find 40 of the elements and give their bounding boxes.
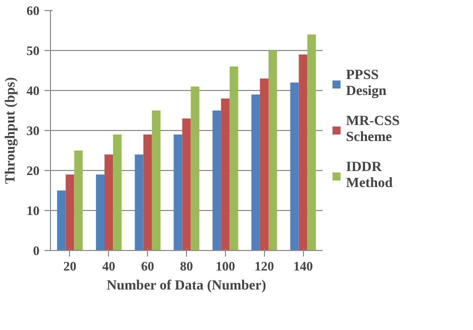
bar — [298, 54, 308, 250]
x-tick-label: 80 — [180, 258, 193, 274]
bar — [143, 134, 152, 250]
y-tick-label: 0 — [33, 243, 40, 258]
legend-label: PPSS Design — [346, 68, 386, 100]
bar — [57, 190, 66, 250]
bar — [230, 66, 238, 250]
bar — [74, 150, 83, 250]
x-axis-title: Number of Data (Number) — [106, 278, 266, 294]
x-tick-label: 60 — [141, 258, 154, 274]
legend-label: IDDR Method — [346, 160, 393, 192]
y-tick-label: 20 — [26, 163, 40, 178]
bar — [190, 86, 200, 250]
x-tick-label: 100 — [216, 258, 236, 274]
bar — [66, 174, 74, 250]
x-tick-label: 40 — [102, 258, 116, 274]
bar — [290, 82, 299, 250]
bar — [104, 154, 114, 250]
bar — [174, 134, 182, 250]
y-tick-label: 30 — [26, 123, 40, 138]
x-tick-label: 20 — [63, 258, 76, 274]
y-axis-title: Throughput (bps) — [4, 76, 18, 184]
x-tick-label: 140 — [293, 258, 313, 274]
bar — [182, 118, 191, 250]
bar — [251, 94, 260, 250]
bar — [113, 134, 122, 250]
x-tick-label: 120 — [254, 258, 274, 274]
bar — [221, 98, 230, 250]
y-tick-label: 40 — [26, 83, 40, 98]
bar — [212, 110, 222, 250]
bar — [260, 78, 268, 250]
y-tick-label: 50 — [26, 43, 40, 58]
y-tick-label: 60 — [26, 3, 40, 18]
bar — [96, 174, 105, 250]
bar — [307, 34, 316, 250]
bar — [152, 110, 160, 250]
bar — [134, 154, 144, 250]
y-tick-label: 10 — [26, 203, 40, 218]
legend-label: MR-CSS Scheme — [346, 114, 400, 146]
bar — [268, 50, 278, 250]
